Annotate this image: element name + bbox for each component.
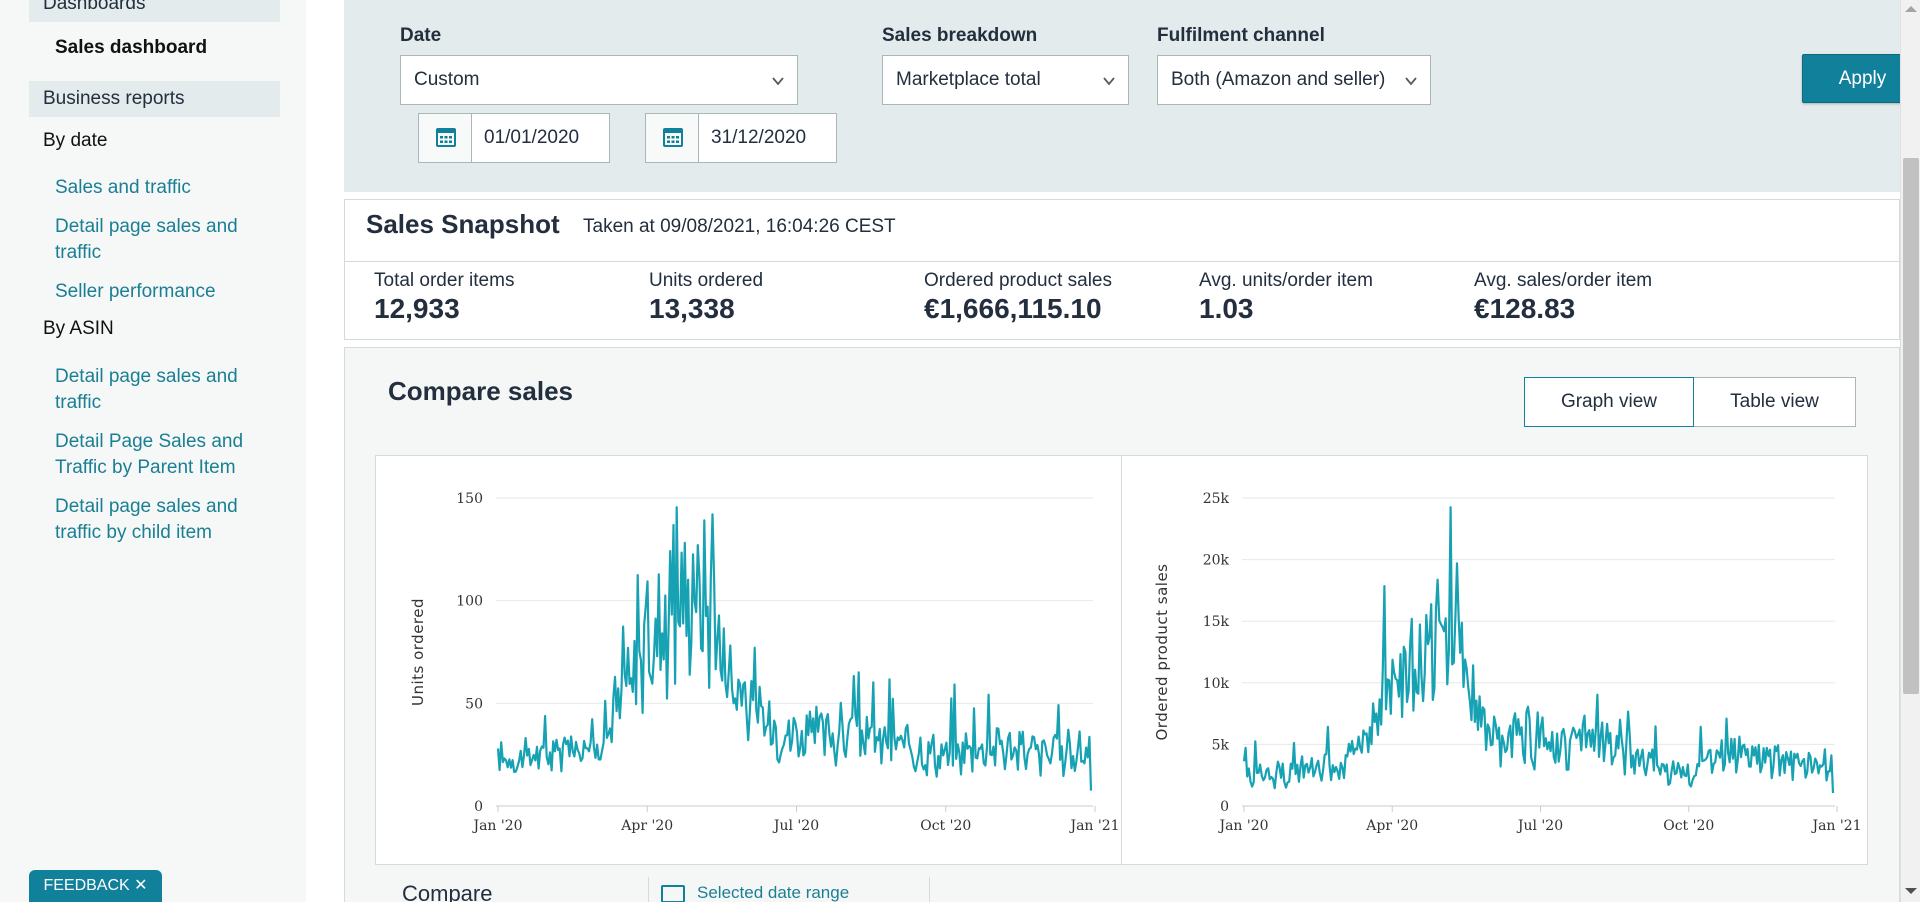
calendar-icon[interactable]: [419, 114, 472, 162]
x-tick-label: Jan '20: [1217, 818, 1268, 834]
metric-total-order-items: Total order items 12,933: [374, 270, 514, 325]
y-tick-label: 25k: [1203, 491, 1230, 507]
vertical-scrollbar[interactable]: [1900, 0, 1920, 902]
sidebar-item-detail-page-sales-traffic[interactable]: Detail page sales and traffic: [55, 216, 238, 263]
metric-value: €1,666,115.10: [924, 293, 1102, 324]
sidebar-section-business-reports[interactable]: Business reports: [29, 81, 280, 117]
metric-value: 12,933: [374, 293, 460, 324]
sidebar-heading-by-asin: By ASIN: [43, 318, 114, 339]
sidebar-item-sales-and-traffic[interactable]: Sales and traffic: [55, 177, 191, 198]
y-tick-label: 0: [474, 799, 483, 815]
x-tick-label: Jan '21: [1810, 818, 1861, 834]
metric-value: €128.83: [1474, 293, 1576, 324]
feedback-button[interactable]: FEEDBACK ✕: [29, 870, 162, 902]
snapshot-header: Sales Snapshot Taken at 09/08/2021, 16:0…: [345, 200, 1899, 262]
units-ordered-chart-svg: 0 50 100 150 Jan '20 Apr '20 Jul '20 Oct '20 Jan…: [409, 491, 1120, 834]
sales-breakdown-select[interactable]: Marketplace total: [882, 55, 1129, 105]
start-date-field[interactable]: 01/01/2020: [418, 113, 610, 163]
scroll-down-arrow-icon[interactable]: [1905, 888, 1917, 894]
x-tick-label: Jan '21: [1068, 818, 1119, 834]
sidebar-section-label: Dashboards: [43, 0, 146, 14]
y-tick-label: 100: [456, 594, 483, 610]
sidebar-heading-by-date: By date: [43, 130, 108, 151]
x-tick-label: Apr '20: [620, 818, 673, 834]
compare-sales-panel: Compare sales Graph view Table view 0 50 1…: [344, 347, 1900, 902]
metric-units-ordered: Units ordered 13,338: [649, 270, 763, 325]
series-line: [1242, 506, 1835, 794]
metric-value: 13,338: [649, 293, 735, 324]
metric-label: Avg. sales/order item: [1474, 270, 1653, 291]
x-tick-label: Oct '20: [1663, 818, 1714, 834]
series-line: [496, 506, 1093, 791]
graph-view-button[interactable]: Graph view: [1524, 377, 1694, 427]
y-tick-label: 5k: [1212, 737, 1230, 753]
y-tick-label: 50: [465, 696, 483, 712]
metric-ordered-product-sales: Ordered product sales €1,666,115.10: [924, 270, 1112, 325]
sidebar-section-dashboards[interactable]: Dashboards: [29, 0, 280, 22]
metric-label: Ordered product sales: [924, 270, 1112, 291]
fulfilment-channel-label: Fulfilment channel: [1157, 25, 1325, 46]
units-ordered-chart: 0 50 100 150 Jan '20 Apr '20 Jul '20 Oct '20 Jan…: [376, 456, 1122, 864]
end-date-field[interactable]: 31/12/2020: [645, 113, 837, 163]
snapshot-timestamp: Taken at 09/08/2021, 16:04:26 CEST: [583, 216, 896, 237]
metric-label: Avg. units/order item: [1199, 270, 1373, 291]
sidebar-section-label: Business reports: [43, 88, 185, 109]
scroll-up-arrow-icon[interactable]: [1905, 6, 1917, 12]
date-select-value: Custom: [414, 69, 480, 90]
compare-footer: Compare Selected date range: [375, 873, 1868, 902]
sales-breakdown-value: Marketplace total: [896, 69, 1041, 90]
start-date-value: 01/01/2020: [484, 127, 580, 148]
sidebar-item-asin-child[interactable]: Detail page sales and traffic by child i…: [55, 496, 238, 543]
scrollbar-thumb[interactable]: [1903, 158, 1919, 694]
y-tick-label: 150: [456, 491, 483, 507]
date-select[interactable]: Custom: [400, 55, 798, 105]
sidebar-item-asin-detail-page[interactable]: Detail page sales and traffic: [55, 366, 238, 413]
x-tick-label: Oct '20: [920, 818, 971, 834]
calendar-icon[interactable]: [646, 114, 699, 162]
end-date-value: 31/12/2020: [711, 127, 807, 148]
chevron-down-icon: [1103, 77, 1115, 86]
snapshot-title: Sales Snapshot: [366, 209, 560, 239]
compare-label: Compare: [402, 881, 493, 902]
sales-snapshot: Sales Snapshot Taken at 09/08/2021, 16:0…: [344, 199, 1900, 340]
divider: [648, 877, 649, 902]
y-tick-label: 15k: [1203, 614, 1230, 630]
charts-container: 0 50 100 150 Jan '20 Apr '20 Jul '20 Oct '20 Jan…: [375, 455, 1868, 865]
compare-sales-title: Compare sales: [388, 376, 573, 406]
sales-breakdown-label: Sales breakdown: [882, 25, 1038, 46]
sidebar: Dashboards Sales dashboard Business repo…: [0, 0, 306, 902]
fulfilment-channel-value: Both (Amazon and seller): [1171, 69, 1386, 90]
x-tick-label: Jan '20: [471, 818, 522, 834]
x-tick-label: Jul '20: [1516, 818, 1563, 834]
metric-label: Total order items: [374, 270, 515, 291]
y-tick-label: 20k: [1203, 553, 1230, 569]
x-tick-label: Apr '20: [1365, 818, 1418, 834]
chevron-down-icon: [1405, 77, 1417, 86]
fulfilment-channel-select[interactable]: Both (Amazon and seller): [1157, 55, 1431, 105]
sidebar-item-seller-performance[interactable]: Seller performance: [55, 281, 216, 302]
divider: [929, 877, 930, 902]
x-tick-label: Jul '20: [772, 818, 819, 834]
metric-avg-units-order-item: Avg. units/order item 1.03: [1199, 270, 1373, 325]
checkbox-icon[interactable]: [661, 885, 685, 902]
ordered-product-sales-chart-svg: 0 5k 10k 15k 20k 25k Jan '20 Apr '20 Jul '20 Oct …: [1153, 491, 1862, 834]
y-tick-label: 10k: [1203, 676, 1230, 692]
sidebar-item-asin-parent[interactable]: Detail Page Sales and Traffic by Parent …: [55, 431, 244, 478]
date-filter-label: Date: [400, 25, 442, 46]
ordered-product-sales-chart: 0 5k 10k 15k 20k 25k Jan '20 Apr '20 Jul '20 Oct …: [1122, 456, 1867, 864]
filter-panel: Date Custom Sales breakdown Marketplace …: [344, 0, 1920, 192]
y-axis-label: Units ordered: [409, 598, 427, 706]
selected-date-range-link[interactable]: Selected date range: [697, 883, 850, 902]
metric-avg-sales-order-item: Avg. sales/order item €128.83: [1474, 270, 1652, 325]
sidebar-item-sales-dashboard[interactable]: Sales dashboard: [55, 37, 208, 58]
y-axis-label: Ordered product sales: [1153, 564, 1171, 741]
metric-label: Units ordered: [649, 270, 764, 291]
metric-value: 1.03: [1199, 293, 1254, 324]
y-tick-label: 0: [1220, 799, 1229, 815]
chevron-down-icon: [772, 77, 784, 86]
table-view-button[interactable]: Table view: [1694, 377, 1856, 427]
